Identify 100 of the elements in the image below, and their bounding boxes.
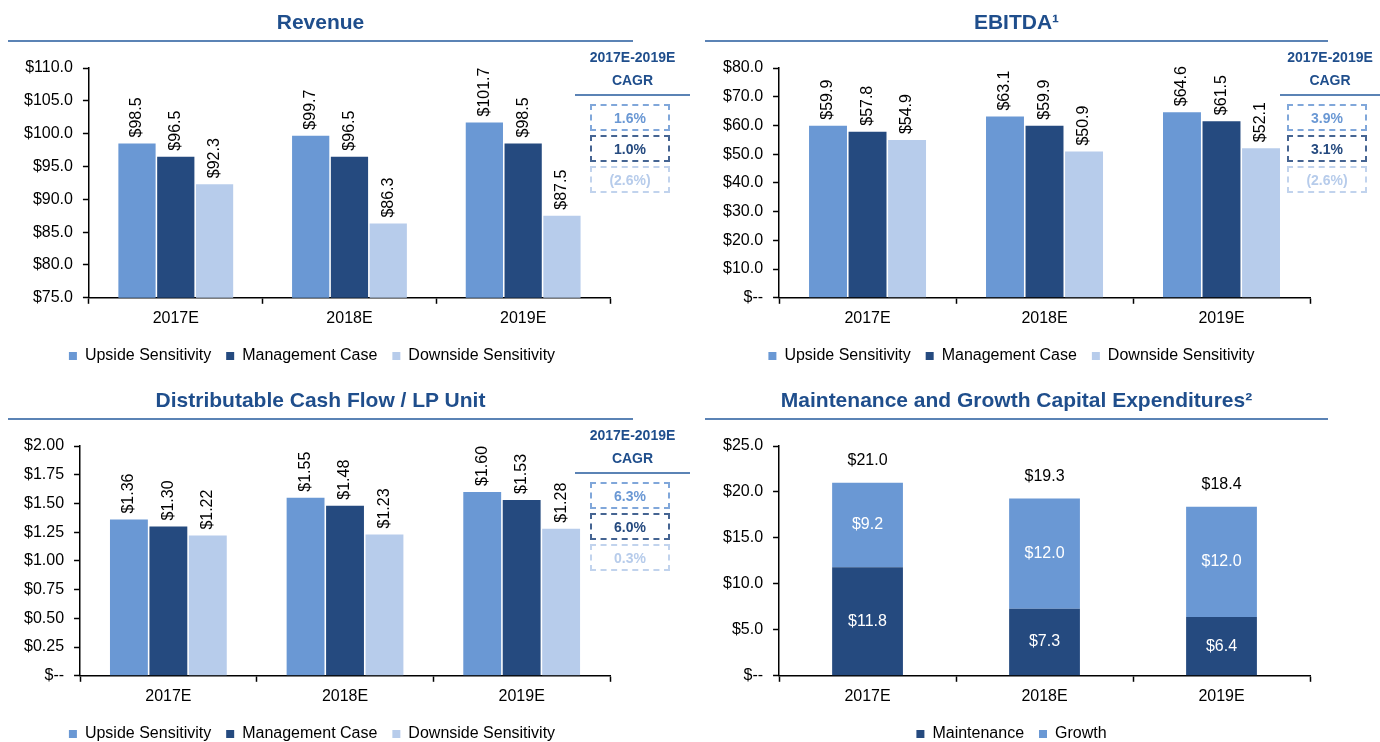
bar — [1202, 121, 1241, 298]
data-label: $59.9 — [1034, 79, 1052, 120]
data-label: $1.28 — [551, 482, 569, 523]
y-tick-label: $30.0 — [722, 202, 764, 220]
data-label: $11.8 — [848, 611, 888, 629]
y-tick-label: $0.50 — [23, 608, 65, 626]
total-label: $18.4 — [1201, 475, 1242, 493]
x-tick-label: 2018E — [326, 308, 373, 326]
data-label: $63.1 — [995, 70, 1013, 111]
text: 0.3% — [614, 549, 646, 566]
bar — [109, 519, 148, 676]
data-label: $1.30 — [158, 480, 176, 521]
data-label: $52.1 — [1251, 102, 1269, 143]
data-label: $59.9 — [818, 79, 836, 120]
y-tick-label: $1.00 — [23, 551, 65, 569]
text: 3.9% — [1311, 109, 1343, 126]
bar — [463, 491, 502, 676]
bar — [986, 116, 1024, 298]
y-tick-label: $20.0 — [722, 482, 764, 500]
y-tick-label: $40.0 — [722, 173, 764, 191]
data-label: $6.4 — [1205, 636, 1238, 654]
data-label: $64.6 — [1172, 66, 1190, 107]
text: 3.1% — [1311, 140, 1343, 157]
annotation: (2.6%) — [1306, 171, 1348, 188]
bar — [1065, 151, 1104, 298]
data-label: $1.23 — [374, 488, 392, 529]
data-label: $50.9 — [1074, 105, 1092, 146]
y-tick-label: $-- — [743, 288, 764, 306]
x-tick-label: 2017E — [844, 308, 891, 326]
y-tick-label: $70.0 — [722, 87, 764, 105]
y-tick-label: $1.25 — [23, 522, 65, 540]
legend-label: Management Case — [242, 724, 378, 742]
bar — [365, 534, 404, 676]
bar — [1163, 112, 1201, 298]
bar — [832, 482, 903, 568]
data-label: $101.7 — [474, 67, 492, 117]
bar — [149, 526, 188, 676]
data-label: $96.5 — [166, 110, 184, 151]
y-tick-label: $80.0 — [32, 255, 74, 273]
y-tick-label: $95.0 — [32, 156, 74, 174]
x-tick-label: 2018E — [1021, 686, 1068, 704]
data-label: $54.9 — [897, 93, 915, 135]
bar — [1186, 616, 1257, 676]
x-tick-label: 2017E — [145, 686, 192, 704]
data-label: $1.53 — [512, 453, 530, 494]
data-label: $7.3 — [1028, 632, 1061, 650]
x-tick-label: 2019E — [1198, 686, 1245, 704]
y-tick-label: $5.0 — [731, 620, 764, 638]
chart-title: Distributable Cash Flow / LP Unit — [155, 388, 486, 411]
y-tick-label: $0.25 — [23, 637, 65, 655]
y-tick-label: $10.0 — [722, 259, 764, 277]
chart-title: EBITDA¹ — [973, 10, 1060, 33]
bar — [1025, 125, 1064, 298]
data-label: $9.2 — [851, 515, 884, 533]
data-label: $61.5 — [1211, 75, 1229, 116]
data-label: $1.22 — [198, 489, 216, 530]
total-label: $21.0 — [847, 451, 888, 469]
data-label: $1.48 — [335, 459, 353, 500]
data-label: $1.36 — [119, 473, 137, 514]
text: 6.3% — [614, 487, 646, 504]
text: 1.0% — [614, 140, 646, 157]
bar — [326, 505, 364, 676]
x-tick-label: 2017E — [844, 686, 891, 704]
legend-label: Management Case — [941, 346, 1077, 364]
bar — [1242, 148, 1281, 298]
y-tick-label: $85.0 — [32, 222, 74, 240]
y-tick-label: $75.0 — [32, 288, 74, 306]
text: 6.0% — [614, 518, 646, 535]
y-tick-label: $1.50 — [23, 493, 65, 511]
y-tick-label: $10.0 — [722, 574, 764, 592]
x-tick-label: 2019E — [498, 686, 545, 704]
y-tick-label: $1.75 — [23, 465, 65, 483]
text: 1.6% — [614, 109, 646, 126]
annotation: 2017E-2019E CAGR — [589, 49, 676, 88]
y-tick-label: $80.0 — [722, 58, 764, 76]
x-tick-label: 2019E — [500, 308, 547, 326]
chart-title: Maintenance and Growth Capital Expenditures² — [780, 388, 1253, 411]
bar — [188, 535, 227, 676]
annotation: 2017E-2019E CAGR — [1287, 49, 1373, 88]
data-label: $99.7 — [301, 89, 319, 130]
bar — [286, 497, 325, 676]
y-tick-label: $25.0 — [722, 436, 764, 454]
y-tick-label: $110.0 — [25, 58, 74, 76]
legend-label: Downside Sensitivity — [408, 724, 556, 742]
x-tick-label: 2018E — [321, 686, 369, 704]
y-tick-label: $50.0 — [722, 144, 764, 162]
y-tick-label: $0.75 — [23, 580, 65, 598]
y-tick-label: $60.0 — [722, 115, 764, 133]
bar — [502, 500, 541, 676]
data-label: $1.60 — [472, 445, 490, 486]
chart-title: Revenue — [276, 10, 365, 33]
legend-label: Management Case — [242, 346, 378, 364]
legend-label: Upside Sensitivity — [784, 346, 911, 364]
annotation: (2.6%) — [609, 171, 651, 188]
data-label: $98.5 — [513, 97, 531, 138]
legend-label: Downside Sensitivity — [1107, 346, 1255, 364]
y-tick-label: $105.0 — [24, 91, 74, 109]
data-label: $87.5 — [552, 169, 570, 210]
annotation: 2017E-2019E CAGR — [589, 427, 676, 466]
legend-label: Growth — [1055, 724, 1107, 742]
